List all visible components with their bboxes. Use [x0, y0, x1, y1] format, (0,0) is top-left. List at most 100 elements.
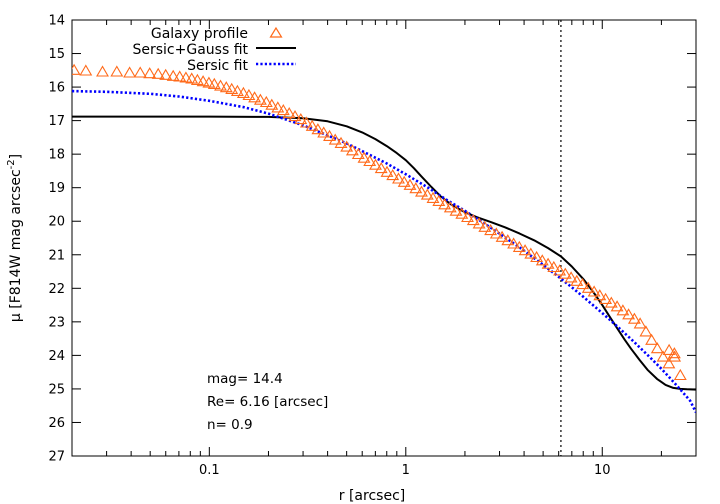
data-point-triangle [96, 65, 109, 77]
data-point-triangle [524, 247, 538, 259]
data-point-triangle [581, 281, 595, 293]
data-point-triangle [207, 77, 221, 89]
x-axis-label: r [arcsec] [339, 488, 405, 504]
y-tick-label: 21 [48, 248, 65, 263]
data-point-triangle [420, 188, 434, 200]
data-point-triangle [282, 107, 296, 119]
y-axis-label: μ [F814W mag arcsec-2] [6, 154, 24, 322]
y-tick-label: 19 [48, 181, 65, 196]
data-point-triangle [507, 237, 521, 249]
data-point-triangle [79, 64, 93, 76]
data-point-triangle [151, 67, 165, 79]
data-point-triangle [214, 79, 227, 91]
data-point-triangle [179, 71, 193, 83]
data-point-triangle [133, 66, 147, 78]
data-point-triangle [185, 72, 199, 84]
data-point-triangle [587, 285, 601, 297]
data-point-triangle [599, 292, 613, 304]
data-point-triangle [317, 126, 331, 138]
data-point-triangle [397, 175, 411, 187]
y-tick-label: 23 [48, 315, 65, 330]
data-point-triangle [299, 116, 313, 128]
x-tick-label: 1 [402, 463, 410, 478]
data-point-triangle [432, 194, 446, 206]
data-point-triangle [403, 178, 417, 190]
plot-frame [71, 19, 697, 457]
data-point-triangle [564, 271, 578, 283]
data-point-triangle [225, 82, 239, 94]
data-point-triangle [305, 119, 319, 131]
data-point-triangle [415, 185, 428, 197]
data-point-triangle [593, 289, 607, 301]
data-point-triangle [576, 278, 590, 290]
data-point-triangle [662, 343, 676, 355]
data-point-triangle [668, 350, 682, 362]
y-tick-label: 16 [48, 81, 65, 96]
y-tick-label: 26 [48, 416, 65, 431]
data-point-triangle [392, 172, 405, 184]
data-point-triangle [351, 147, 365, 160]
data-point-triangle [530, 250, 544, 263]
y-tick-label: 27 [48, 450, 65, 465]
data-point-triangle [190, 73, 204, 85]
data-point-triangle [236, 86, 250, 98]
y-tick-label: 15 [48, 47, 65, 62]
data-point-triangle [610, 300, 624, 312]
y-tick-label: 24 [48, 349, 65, 364]
data-point-triangle [541, 257, 555, 269]
legend-label-sersic-gauss-fit: Sersic+Gauss fit [132, 42, 248, 58]
data-point-triangle [662, 357, 676, 369]
data-point-triangle [374, 162, 388, 174]
data-point-triangle [323, 129, 336, 141]
data-point-triangle [340, 140, 354, 152]
data-point-triangle [426, 191, 440, 203]
data-point-triangle [219, 81, 233, 93]
data-point-triangle [484, 224, 498, 236]
data-point-triangle [123, 66, 137, 78]
data-point-triangle [455, 207, 469, 219]
data-point-triangle [570, 274, 584, 286]
data-point-triangle [627, 312, 641, 324]
data-point-triangle [438, 198, 452, 210]
data-point-triangle [461, 210, 474, 223]
data-point-triangle [472, 217, 486, 229]
data-point-triangle [265, 98, 279, 110]
y-tick-label: 22 [48, 282, 65, 297]
data-point-triangle [363, 154, 377, 167]
annotation-effective-radius: Re= 6.16 [arcsec] [207, 394, 328, 410]
x-axis-ticks: 0.1 1 10 [71, 20, 697, 478]
annotation-sersic-index: n= 0.9 [207, 417, 253, 433]
data-point-triangle [558, 267, 572, 279]
data-point-triangle [166, 69, 180, 81]
data-point-triangle [253, 93, 267, 105]
data-point-triangle [143, 67, 157, 79]
data-point-triangle [334, 136, 348, 148]
data-point-triangle [380, 165, 394, 177]
series-line-sersic-gauss-fit [72, 115, 696, 391]
legend-marker-triangle [269, 26, 283, 38]
data-point-triangle [294, 113, 308, 125]
data-point-triangle [369, 158, 382, 170]
data-point-triangle [673, 368, 687, 381]
data-point-triangle [622, 308, 636, 320]
annotation-magnitude: mag= 14.4 [207, 371, 283, 387]
data-point-triangle [248, 91, 262, 103]
y-tick-label: 17 [48, 114, 65, 129]
data-point-triangle [449, 204, 463, 216]
y-tick-label: 25 [48, 382, 65, 397]
data-point-triangle [501, 234, 515, 246]
data-point-triangle [616, 304, 630, 316]
data-point-triangle [547, 260, 561, 273]
data-point-triangle [386, 169, 400, 181]
data-point-triangle [633, 317, 647, 329]
data-point-triangle [196, 75, 210, 87]
x-tick-label: 0.1 [199, 463, 220, 478]
legend-label-sersic-fit: Sersic fit [187, 58, 248, 74]
data-point-triangle [345, 144, 359, 156]
data-point-triangle [242, 88, 256, 101]
data-point-triangle [535, 254, 549, 266]
y-tick-label: 20 [48, 215, 65, 230]
data-point-triangle [553, 264, 567, 276]
data-point-triangle [271, 101, 285, 113]
